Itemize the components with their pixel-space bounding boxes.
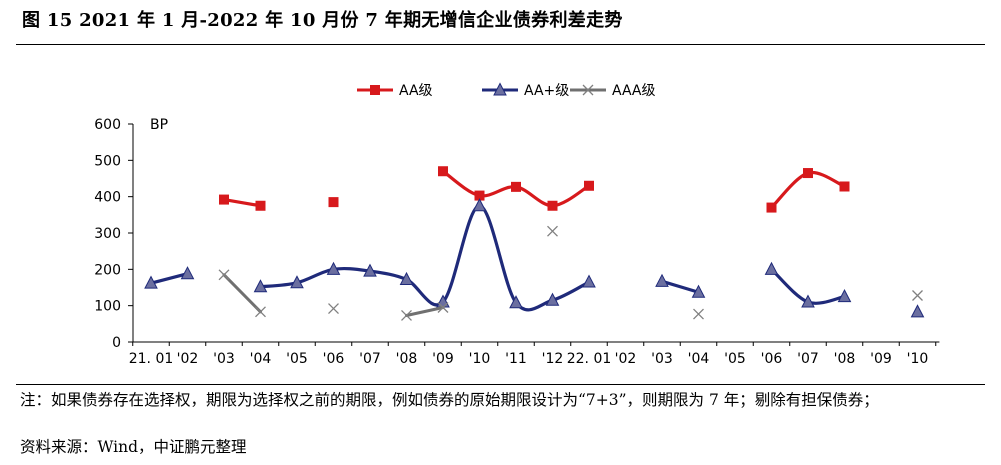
data-point-aaa [328,303,339,315]
data-point-aaa [912,290,923,301]
x-tick-label: '05 [724,351,746,367]
series-line-aaplus [258,204,591,312]
legend-swatch-marker [582,84,594,96]
data-point-aaplus [180,266,195,280]
x-tick-label: '04 [688,351,710,367]
data-point-aaplus [801,294,815,308]
data-point-aa [547,200,558,211]
x-tick-label: '03 [651,351,673,367]
line-chart: AA级 AA+级 AAA级 0 100 200 300 400 500 600 BP 21. 01… [94,82,940,367]
series-aaplus [144,198,925,318]
x-tick-label: '06 [323,351,345,367]
data-point-aaa [547,225,558,237]
x-tick-label: '08 [834,351,856,367]
x-tick-label: '06 [761,351,783,367]
data-point-aaa [401,310,412,321]
data-point-aaplus [582,274,596,288]
legend-item-aaplus: AA+级 [482,82,569,99]
data-point-aaa [437,302,449,313]
legend: AA级 AA+级 AAA级 [357,82,656,99]
data-point-aaplus [472,198,487,212]
data-point-aaplus [691,284,706,298]
x-tick-label: '10 [469,351,491,367]
y-tick-label: 400 [94,190,121,206]
data-point-aa [766,202,777,213]
data-point-aa [255,200,266,211]
plot-area [144,166,925,321]
series-aa [219,166,850,213]
data-point-aaplus [253,279,268,293]
y-tick-label: 200 [94,262,121,278]
y-unit-label: BP [150,117,168,133]
series-line-aa [222,197,263,208]
x-tick-label: '09 [870,351,892,367]
series-line-aaa [405,305,445,317]
data-point-aa [438,166,448,177]
x-tick-label: '02 [615,351,637,367]
x-tick-label: '02 [177,351,199,367]
figure-source: 资料来源：Wind，中证鹏元整理 [20,438,247,456]
x-tick-label: '07 [359,351,381,367]
x-axis: 21. 01'02'03'04'05'06'07'08'09'10'11'12 2… [129,341,940,367]
y-tick-label: 300 [94,226,121,242]
series-aaa [218,225,923,321]
data-point-aaplus [837,289,852,303]
x-tick-label: '03 [213,351,235,367]
data-point-aa [584,180,594,191]
data-point-aaplus [144,275,158,289]
legend-item-aa: AA级 [357,83,433,99]
legend-label: AA+级 [524,83,569,99]
data-point-aaa [693,308,704,320]
data-point-aaplus [545,292,560,306]
data-point-aa [803,168,813,179]
legend-label: AA级 [399,83,433,99]
legend-item-aaa: AAA级 [570,83,656,99]
legend-swatch-marker [493,82,507,96]
data-point-aaa [218,269,230,281]
series-line-aaa [222,273,262,314]
data-point-aaplus [363,263,377,277]
data-point-aa [511,181,521,192]
figure-title: 图 15 2021 年 1 月-2022 年 10 月份 7 年期无增信企业债券… [22,10,623,31]
x-tick-label: '09 [432,351,454,367]
data-point-aaplus [399,271,414,286]
x-tick-label: 22. 01 [567,351,612,367]
x-tick-label: 21. 01 [129,351,174,367]
data-point-aa [474,190,485,201]
y-tick-label: 0 [112,335,121,351]
data-point-aaplus [509,295,523,309]
data-point-aa [839,181,850,192]
data-point-aaplus [764,261,779,275]
title-rule [16,44,985,45]
x-tick-label: '05 [286,351,308,367]
figure-note: 注：如果债券存在选择权，期限为选择权之前的期限，例如债券的原始期限设计为“7+3… [20,391,879,409]
footer-rule [16,384,985,385]
data-point-aaplus [910,304,925,318]
data-point-aa [219,194,229,205]
x-tick-label: '04 [250,351,272,367]
data-point-aa [328,197,339,208]
data-point-aaplus [326,261,341,275]
x-tick-label: '08 [396,351,418,367]
x-tick-label: '12 [542,351,564,367]
y-tick-label: 600 [94,117,121,133]
data-point-aaa [255,306,266,318]
x-tick-label: '07 [797,351,819,367]
data-point-aaplus [655,273,669,287]
x-tick-label: '10 [907,351,929,367]
legend-swatch-marker [370,85,380,95]
y-axis: 0 100 200 300 400 500 600 BP [94,117,168,351]
data-point-aaplus [290,275,304,289]
x-tick-label: '11 [505,351,527,367]
y-tick-label: 100 [94,299,121,315]
legend-label: AAA级 [612,83,656,99]
y-tick-label: 500 [94,153,121,169]
